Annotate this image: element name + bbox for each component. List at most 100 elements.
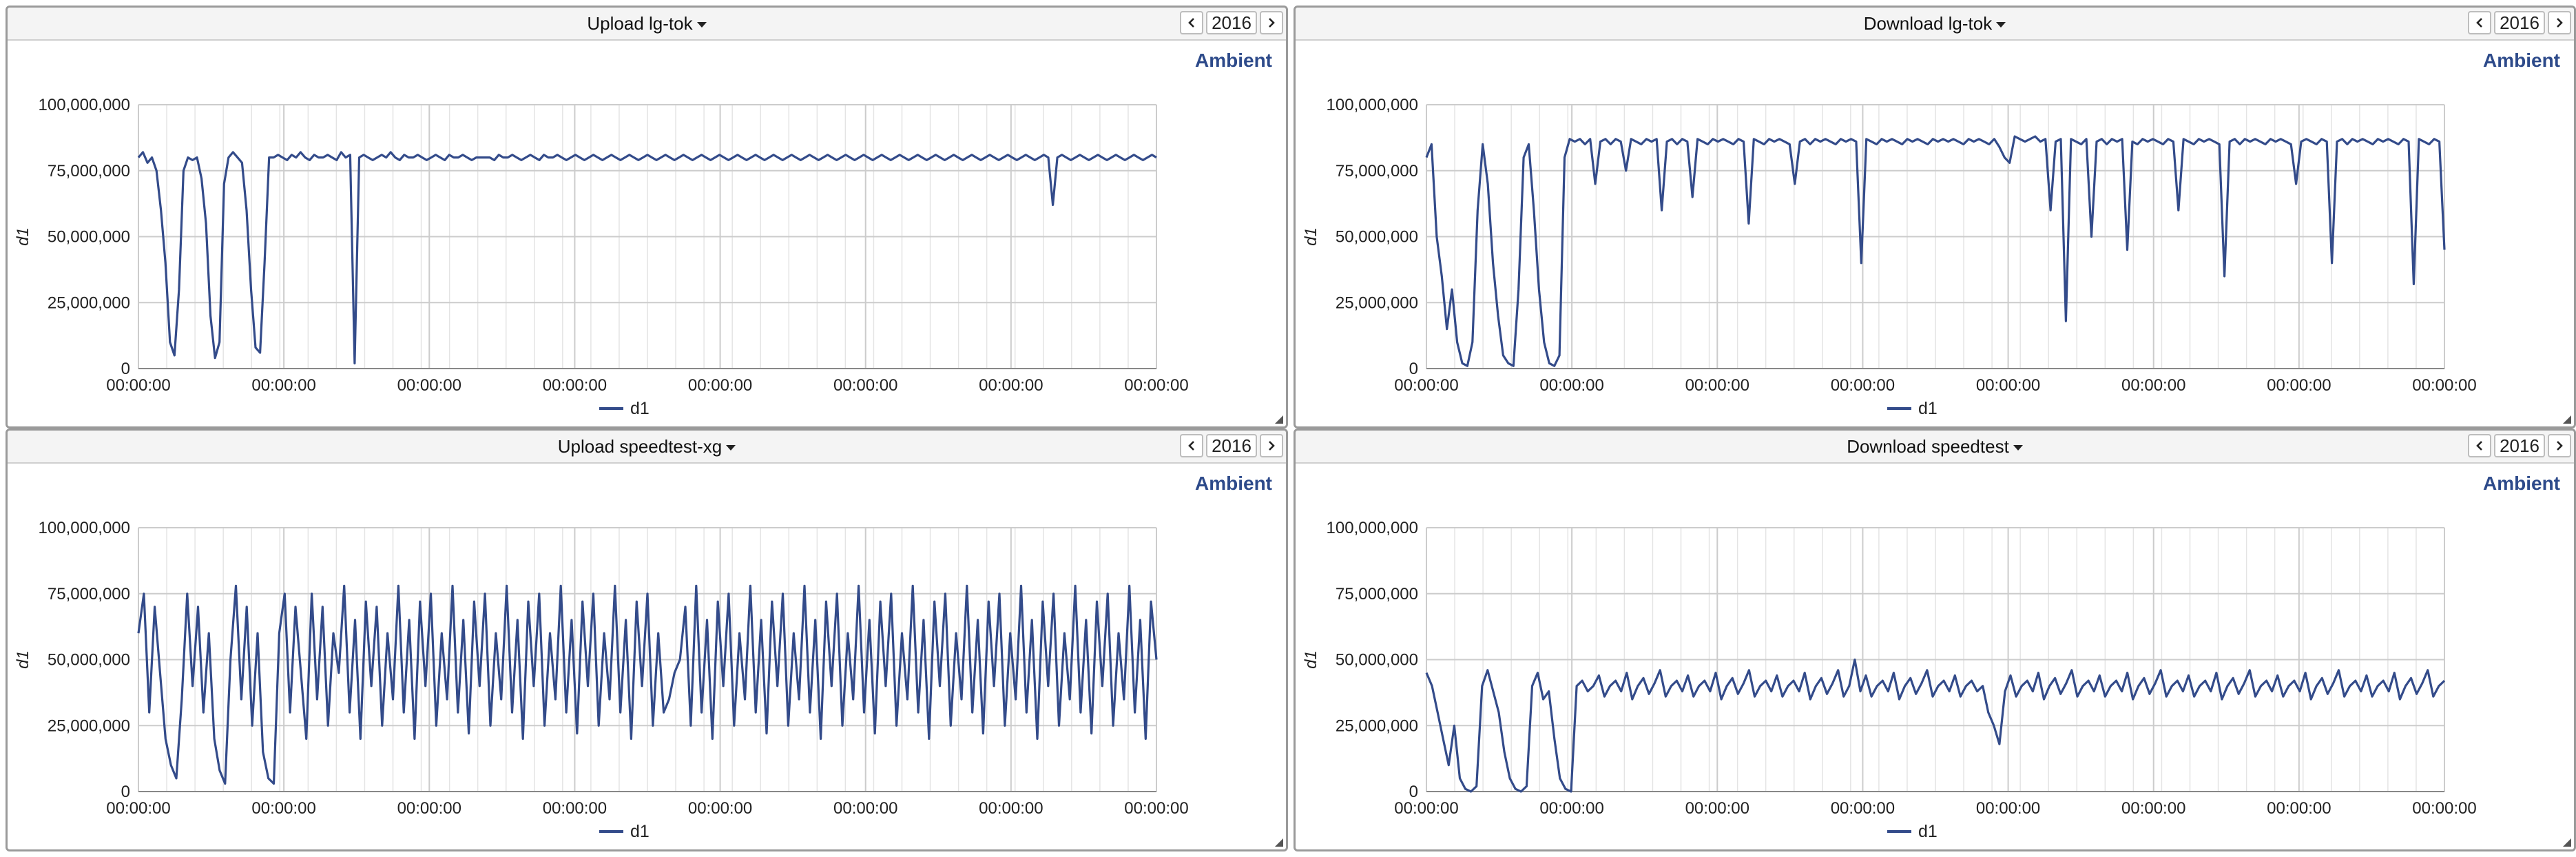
x-tick-label: 00:00:00 [833, 799, 897, 818]
x-tick-label: 00:00:00 [979, 376, 1043, 395]
x-tick-label: 00:00:00 [1831, 376, 1895, 395]
caret-down-icon [1996, 22, 2006, 28]
chart-title-dropdown[interactable]: Download lg-tok [1296, 8, 2574, 39]
y-axis-label: d1 [1302, 650, 1320, 669]
legend[interactable]: d1 [599, 399, 650, 418]
chart-title-dropdown[interactable]: Upload speedtest-xg [8, 431, 1286, 462]
next-year-button[interactable] [2548, 11, 2571, 34]
y-tick-label: 25,000,000 [1336, 716, 1418, 735]
caret-down-icon [696, 22, 707, 28]
legend-label: d1 [1918, 399, 1938, 418]
line-chart: Ambient 0 25,000,000 50,000,000 75,000,000 10… [1302, 50, 2560, 418]
y-tick-label: 50,000,000 [48, 228, 130, 247]
chart-title: Download lg-tok [1863, 13, 1993, 34]
series-line-d1 [1425, 135, 2446, 367]
chevron-right-icon [1269, 441, 1275, 451]
year-field[interactable]: 2016 [2494, 11, 2545, 34]
caret-down-icon [2013, 445, 2023, 451]
y-tick-label: 50,000,000 [48, 651, 130, 670]
x-tick-label: 00:00:00 [1124, 799, 1188, 818]
panel-header: Download speedtest 2016 [1296, 431, 2574, 464]
year-field[interactable]: 2016 [1206, 434, 1257, 457]
chart-panel: Upload lg-tok 2016 Ambient 0 25,000,000 50,… [6, 6, 1288, 429]
chart-title-dropdown[interactable]: Upload lg-tok [8, 8, 1286, 39]
x-tick-label: 00:00:00 [979, 799, 1043, 818]
series-line-d1 [1425, 658, 2446, 793]
x-tick-label: 00:00:00 [688, 376, 752, 395]
y-tick-label: 75,000,000 [1336, 585, 1418, 603]
y-axis-label: d1 [1302, 227, 1320, 246]
x-tick-label: 00:00:00 [833, 376, 897, 395]
year-field[interactable]: 2016 [1206, 11, 1257, 34]
next-year-button[interactable] [1260, 434, 1283, 457]
x-tick-label: 00:00:00 [251, 799, 315, 818]
chart-title: Download speedtest [1847, 436, 2009, 457]
chevron-right-icon [1269, 18, 1275, 28]
x-tick-label: 00:00:00 [397, 376, 461, 395]
prev-year-button[interactable] [2468, 11, 2491, 34]
chevron-right-icon [2557, 441, 2563, 451]
series-line-d1 [137, 584, 1158, 785]
x-tick-label: 00:00:00 [543, 799, 607, 818]
prev-year-button[interactable] [1180, 11, 1203, 34]
y-tick-label: 25,000,000 [48, 293, 130, 312]
resize-grip-icon[interactable] [1274, 837, 1283, 847]
y-tick-label: 0 [121, 360, 130, 378]
line-chart: Ambient 0 25,000,000 50,000,000 75,000,000 10… [1302, 473, 2560, 841]
chevron-right-icon [2557, 18, 2563, 28]
x-tick-label: 00:00:00 [1976, 799, 2040, 818]
line-chart: Ambient 0 25,000,000 50,000,000 75,000,000 10… [14, 50, 1272, 418]
x-tick-label: 00:00:00 [1394, 799, 1458, 818]
y-tick-label: 50,000,000 [1336, 651, 1418, 670]
y-tick-label: 0 [1409, 360, 1418, 378]
chart-title: Upload lg-tok [587, 13, 693, 34]
brand-label: Ambient [2483, 473, 2560, 494]
prev-year-button[interactable] [2468, 434, 2491, 457]
resize-grip-icon[interactable] [2562, 837, 2571, 847]
x-tick-label: 00:00:00 [2412, 376, 2476, 395]
x-tick-label: 00:00:00 [1539, 799, 1603, 818]
x-tick-label: 00:00:00 [1539, 376, 1603, 395]
brand-label: Ambient [1195, 473, 1272, 494]
resize-grip-icon[interactable] [2562, 414, 2571, 424]
legend[interactable]: d1 [1887, 822, 1938, 841]
next-year-button[interactable] [2548, 434, 2571, 457]
chart-panel: Upload speedtest-xg 2016 Ambient 0 25,000,… [6, 429, 1288, 851]
resize-grip-icon[interactable] [1274, 414, 1283, 424]
chart-title-dropdown[interactable]: Download speedtest [1296, 431, 2574, 462]
x-tick-label: 00:00:00 [1831, 799, 1895, 818]
y-tick-label: 25,000,000 [1336, 293, 1418, 312]
y-tick-label: 75,000,000 [48, 585, 130, 603]
x-tick-label: 00:00:00 [397, 799, 461, 818]
legend[interactable]: d1 [599, 822, 650, 841]
y-tick-label: 100,000,000 [1327, 96, 1418, 114]
y-tick-label: 100,000,000 [1327, 519, 1418, 537]
legend-label: d1 [630, 822, 650, 841]
y-tick-label: 0 [1409, 783, 1418, 801]
next-year-button[interactable] [1260, 11, 1283, 34]
x-tick-label: 00:00:00 [106, 799, 170, 818]
panel-header: Upload lg-tok 2016 [8, 8, 1286, 41]
y-tick-label: 25,000,000 [48, 716, 130, 735]
chevron-left-icon [1188, 441, 1194, 451]
x-tick-label: 00:00:00 [1685, 799, 1749, 818]
x-tick-label: 00:00:00 [251, 376, 315, 395]
x-tick-label: 00:00:00 [106, 376, 170, 395]
y-axis-label: d1 [14, 227, 32, 246]
x-tick-label: 00:00:00 [1976, 376, 2040, 395]
x-tick-label: 00:00:00 [2412, 799, 2476, 818]
x-tick-label: 00:00:00 [2267, 376, 2331, 395]
legend[interactable]: d1 [1887, 399, 1938, 418]
x-tick-label: 00:00:00 [1394, 376, 1458, 395]
brand-label: Ambient [1195, 50, 1272, 71]
x-tick-label: 00:00:00 [1124, 376, 1188, 395]
chevron-left-icon [1188, 18, 1194, 28]
x-tick-label: 00:00:00 [688, 799, 752, 818]
y-tick-label: 0 [121, 783, 130, 801]
chart-title: Upload speedtest-xg [557, 436, 723, 457]
x-tick-label: 00:00:00 [2121, 799, 2185, 818]
year-field[interactable]: 2016 [2494, 434, 2545, 457]
prev-year-button[interactable] [1180, 434, 1203, 457]
y-tick-label: 100,000,000 [39, 519, 130, 537]
legend-label: d1 [1918, 822, 1938, 841]
